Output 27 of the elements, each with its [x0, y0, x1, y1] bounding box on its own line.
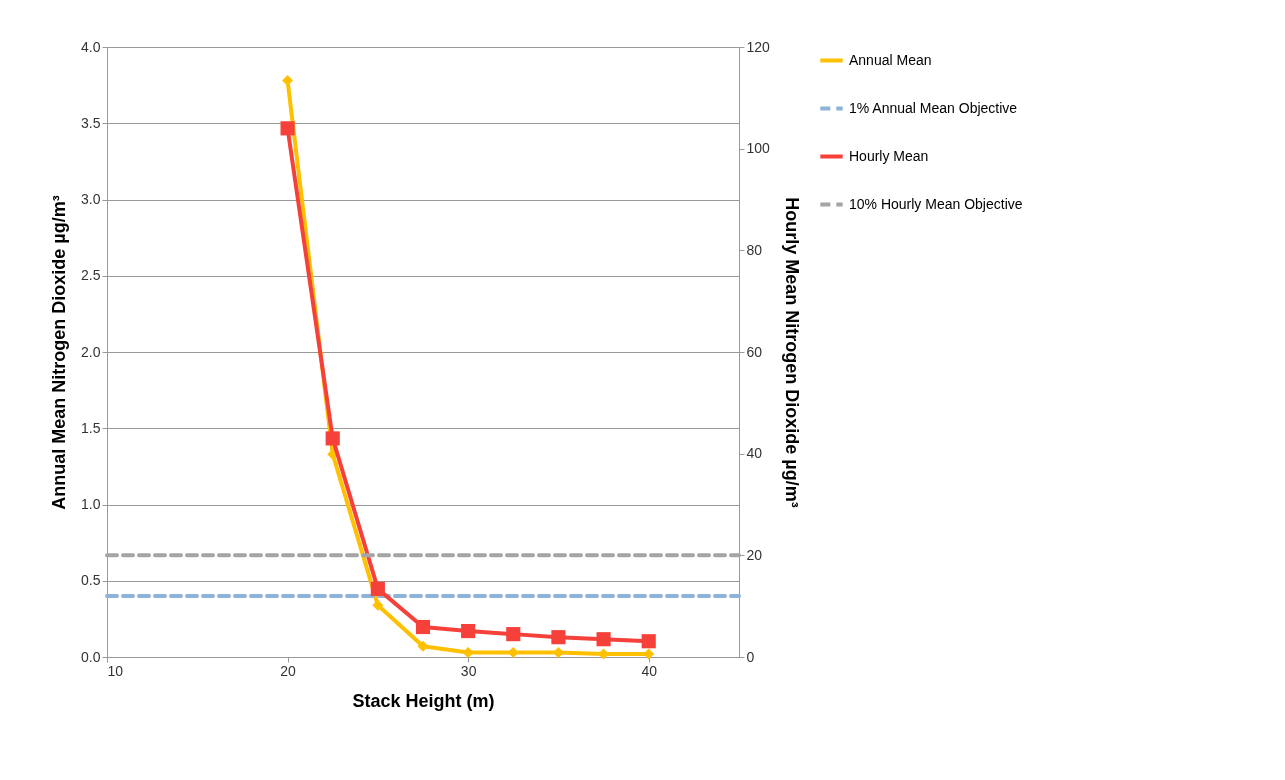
y-tick-label: 0.0	[81, 648, 101, 665]
y2-tick-label: 100	[746, 140, 771, 157]
y-tick-label: 1.0	[81, 496, 101, 512]
y-tick-label: 4.0	[81, 38, 101, 55]
y2-tick-label: 120	[746, 38, 771, 55]
x-tick-label: 10	[107, 662, 124, 679]
y2-tick-label: 0	[746, 648, 755, 665]
y2-tick-label: 80	[746, 241, 763, 258]
y-tick-label: 0.5	[81, 572, 101, 589]
y2-tick-label: 20	[746, 546, 763, 563]
y-tick-label: 3.5	[81, 114, 101, 131]
y-tick-label: 3.0	[81, 191, 101, 207]
y-tick-label: 2.0	[81, 343, 101, 360]
y-axis-title: Annual Mean Nitrogen Dioxide µg/m³	[49, 195, 70, 510]
y2-tick-label: 40	[746, 445, 763, 462]
y-tick-label: 2.5	[81, 267, 101, 284]
y-tick-label: 1.5	[81, 419, 101, 436]
x-tick-label: 40	[641, 662, 658, 679]
x-tick-label: 20	[280, 662, 297, 679]
y2-axis-title: Hourly Mean Nitrogen Dioxide µg/m³	[781, 197, 802, 508]
legend-label: Hourly Mean	[849, 147, 929, 164]
x-tick-label: 30	[460, 662, 477, 679]
legend-label: 10% Hourly Mean Objective	[849, 195, 1023, 212]
x-axis-title: Stack Height (m)	[352, 690, 495, 711]
y2-tick-label: 60	[746, 343, 763, 360]
legend-label: 1% Annual Mean Objective	[849, 99, 1018, 116]
legend-label: Annual Mean	[849, 51, 932, 68]
